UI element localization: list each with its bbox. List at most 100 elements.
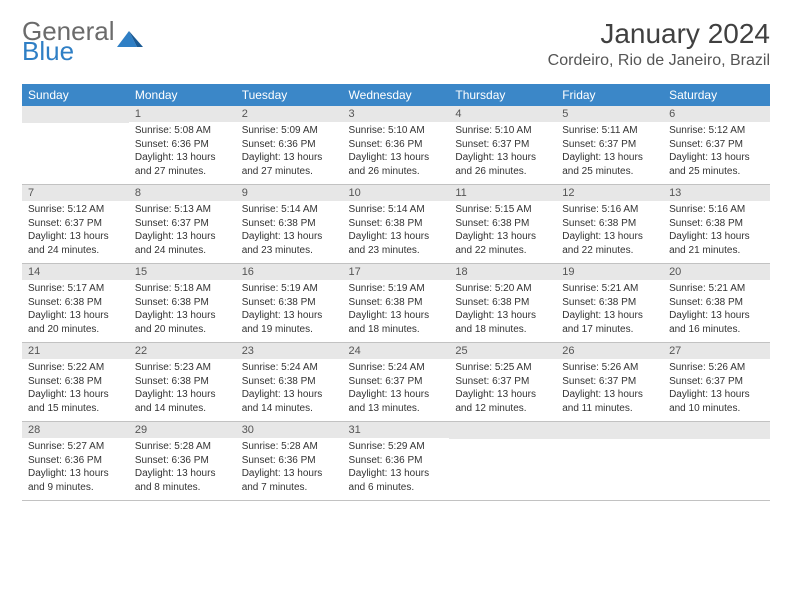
day-number: 10: [343, 185, 450, 201]
sunset-line: Sunset: 6:36 PM: [135, 139, 209, 150]
sunrise-line: Sunrise: 5:25 AM: [455, 362, 531, 373]
calendar-cell: 2Sunrise: 5:09 AMSunset: 6:36 PMDaylight…: [236, 106, 343, 185]
daylight-line: Daylight: 13 hours and 12 minutes.: [455, 389, 536, 414]
daylight-line: Daylight: 13 hours and 13 minutes.: [349, 389, 430, 414]
sunset-line: Sunset: 6:38 PM: [242, 218, 316, 229]
sunset-line: Sunset: 6:38 PM: [455, 297, 529, 308]
calendar-cell: 30Sunrise: 5:28 AMSunset: 6:36 PMDayligh…: [236, 422, 343, 501]
day-details: Sunrise: 5:28 AMSunset: 6:36 PMDaylight:…: [129, 438, 236, 500]
day-details: Sunrise: 5:24 AMSunset: 6:38 PMDaylight:…: [236, 359, 343, 421]
sunrise-line: Sunrise: 5:29 AM: [349, 441, 425, 452]
day-details: Sunrise: 5:10 AMSunset: 6:37 PMDaylight:…: [449, 122, 556, 184]
day-number: 27: [663, 343, 770, 359]
calendar-cell: 22Sunrise: 5:23 AMSunset: 6:38 PMDayligh…: [129, 343, 236, 422]
sunrise-line: Sunrise: 5:21 AM: [562, 283, 638, 294]
sunset-line: Sunset: 6:38 PM: [28, 297, 102, 308]
day-number: 4: [449, 106, 556, 122]
calendar-row: 14Sunrise: 5:17 AMSunset: 6:38 PMDayligh…: [22, 264, 770, 343]
sunrise-line: Sunrise: 5:24 AM: [242, 362, 318, 373]
sunset-line: Sunset: 6:37 PM: [455, 139, 529, 150]
calendar-cell: 10Sunrise: 5:14 AMSunset: 6:38 PMDayligh…: [343, 185, 450, 264]
sunset-line: Sunset: 6:37 PM: [28, 218, 102, 229]
calendar-cell: [22, 106, 129, 185]
sunrise-line: Sunrise: 5:14 AM: [349, 204, 425, 215]
day-details: Sunrise: 5:23 AMSunset: 6:38 PMDaylight:…: [129, 359, 236, 421]
calendar-cell: 20Sunrise: 5:21 AMSunset: 6:38 PMDayligh…: [663, 264, 770, 343]
calendar-cell: 27Sunrise: 5:26 AMSunset: 6:37 PMDayligh…: [663, 343, 770, 422]
daylight-line: Daylight: 13 hours and 19 minutes.: [242, 310, 323, 335]
day-details: Sunrise: 5:29 AMSunset: 6:36 PMDaylight:…: [343, 438, 450, 500]
day-number: 6: [663, 106, 770, 122]
weekday-header-row: SundayMondayTuesdayWednesdayThursdayFrid…: [22, 84, 770, 106]
calendar-table: SundayMondayTuesdayWednesdayThursdayFrid…: [22, 84, 770, 501]
daylight-line: Daylight: 13 hours and 22 minutes.: [562, 231, 643, 256]
calendar-cell: 5Sunrise: 5:11 AMSunset: 6:37 PMDaylight…: [556, 106, 663, 185]
day-number: 28: [22, 422, 129, 438]
day-number: 23: [236, 343, 343, 359]
day-number: 7: [22, 185, 129, 201]
daylight-line: Daylight: 13 hours and 18 minutes.: [455, 310, 536, 335]
day-details: Sunrise: 5:14 AMSunset: 6:38 PMDaylight:…: [343, 201, 450, 263]
calendar-cell: 11Sunrise: 5:15 AMSunset: 6:38 PMDayligh…: [449, 185, 556, 264]
calendar-cell: 26Sunrise: 5:26 AMSunset: 6:37 PMDayligh…: [556, 343, 663, 422]
daylight-line: Daylight: 13 hours and 17 minutes.: [562, 310, 643, 335]
sunset-line: Sunset: 6:36 PM: [135, 455, 209, 466]
sunset-line: Sunset: 6:37 PM: [135, 218, 209, 229]
sunrise-line: Sunrise: 5:08 AM: [135, 125, 211, 136]
day-details: Sunrise: 5:26 AMSunset: 6:37 PMDaylight:…: [556, 359, 663, 421]
calendar-cell: [449, 422, 556, 501]
daylight-line: Daylight: 13 hours and 14 minutes.: [135, 389, 216, 414]
sunrise-line: Sunrise: 5:18 AM: [135, 283, 211, 294]
day-details: Sunrise: 5:19 AMSunset: 6:38 PMDaylight:…: [236, 280, 343, 342]
calendar-cell: 24Sunrise: 5:24 AMSunset: 6:37 PMDayligh…: [343, 343, 450, 422]
calendar-cell: [556, 422, 663, 501]
sunset-line: Sunset: 6:36 PM: [242, 139, 316, 150]
day-number: 19: [556, 264, 663, 280]
day-details: Sunrise: 5:17 AMSunset: 6:38 PMDaylight:…: [22, 280, 129, 342]
day-number: 31: [343, 422, 450, 438]
sunset-line: Sunset: 6:37 PM: [669, 376, 743, 387]
day-number: 15: [129, 264, 236, 280]
sunset-line: Sunset: 6:38 PM: [669, 218, 743, 229]
day-details: Sunrise: 5:13 AMSunset: 6:37 PMDaylight:…: [129, 201, 236, 263]
sunset-line: Sunset: 6:38 PM: [242, 376, 316, 387]
day-details: Sunrise: 5:22 AMSunset: 6:38 PMDaylight:…: [22, 359, 129, 421]
sunset-line: Sunset: 6:36 PM: [242, 455, 316, 466]
sunset-line: Sunset: 6:38 PM: [455, 218, 529, 229]
day-number: 25: [449, 343, 556, 359]
title-block: January 2024 Cordeiro, Rio de Janeiro, B…: [548, 18, 770, 70]
daylight-line: Daylight: 13 hours and 23 minutes.: [242, 231, 323, 256]
sunrise-line: Sunrise: 5:10 AM: [349, 125, 425, 136]
daylight-line: Daylight: 13 hours and 24 minutes.: [28, 231, 109, 256]
sunset-line: Sunset: 6:37 PM: [669, 139, 743, 150]
day-number: 5: [556, 106, 663, 122]
day-number: 11: [449, 185, 556, 201]
sunrise-line: Sunrise: 5:26 AM: [669, 362, 745, 373]
sunset-line: Sunset: 6:38 PM: [669, 297, 743, 308]
calendar-cell: 3Sunrise: 5:10 AMSunset: 6:36 PMDaylight…: [343, 106, 450, 185]
weekday-header: Thursday: [449, 84, 556, 106]
sunset-line: Sunset: 6:38 PM: [562, 297, 636, 308]
calendar-cell: 12Sunrise: 5:16 AMSunset: 6:38 PMDayligh…: [556, 185, 663, 264]
sunset-line: Sunset: 6:38 PM: [135, 297, 209, 308]
daylight-line: Daylight: 13 hours and 21 minutes.: [669, 231, 750, 256]
daylight-line: Daylight: 13 hours and 11 minutes.: [562, 389, 643, 414]
calendar-row: 28Sunrise: 5:27 AMSunset: 6:36 PMDayligh…: [22, 422, 770, 501]
sunrise-line: Sunrise: 5:17 AM: [28, 283, 104, 294]
calendar-cell: 4Sunrise: 5:10 AMSunset: 6:37 PMDaylight…: [449, 106, 556, 185]
header: General Blue January 2024 Cordeiro, Rio …: [22, 18, 770, 70]
daylight-line: Daylight: 13 hours and 18 minutes.: [349, 310, 430, 335]
sunset-line: Sunset: 6:37 PM: [455, 376, 529, 387]
daylight-line: Daylight: 13 hours and 7 minutes.: [242, 468, 323, 493]
calendar-cell: 23Sunrise: 5:24 AMSunset: 6:38 PMDayligh…: [236, 343, 343, 422]
weekday-header: Friday: [556, 84, 663, 106]
sunrise-line: Sunrise: 5:13 AM: [135, 204, 211, 215]
daylight-line: Daylight: 13 hours and 8 minutes.: [135, 468, 216, 493]
daybody-empty: [663, 439, 770, 495]
sunset-line: Sunset: 6:36 PM: [28, 455, 102, 466]
month-title: January 2024: [548, 18, 770, 50]
day-details: Sunrise: 5:19 AMSunset: 6:38 PMDaylight:…: [343, 280, 450, 342]
sunset-line: Sunset: 6:38 PM: [135, 376, 209, 387]
day-details: Sunrise: 5:18 AMSunset: 6:38 PMDaylight:…: [129, 280, 236, 342]
calendar-cell: 15Sunrise: 5:18 AMSunset: 6:38 PMDayligh…: [129, 264, 236, 343]
